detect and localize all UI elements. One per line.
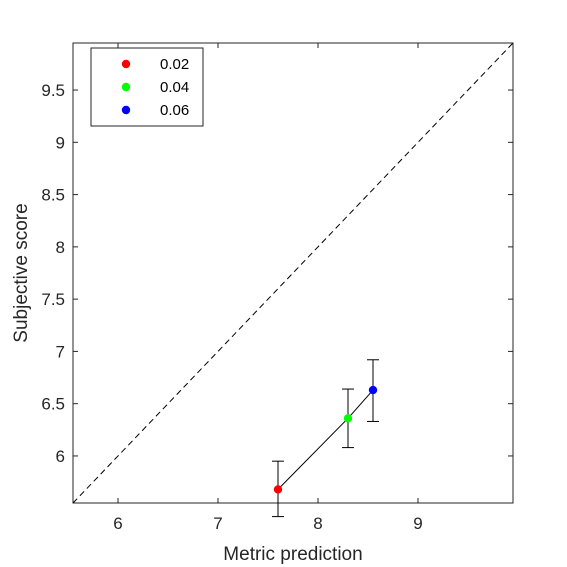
y-tick-label: 9.5: [41, 81, 65, 100]
legend-entry-label: 0.04: [160, 79, 189, 96]
y-tick-label: 8.5: [41, 186, 65, 205]
y-axis-label: Subjective score: [11, 203, 32, 342]
legend-box: [90, 47, 204, 127]
data-marks: [272, 359, 379, 518]
legend: 0.02 0.04 0.06: [90, 47, 204, 127]
legend-marker: [121, 105, 131, 115]
legend-entry-label: 0.06: [160, 102, 189, 119]
axis-ticks: 6 7 8 9 6 6.5 7 7.5 8 8.5 9 9.5: [41, 43, 513, 533]
y-tick-label: 9: [56, 133, 65, 152]
y-tick-label: 7: [56, 342, 65, 361]
y-tick-label: 6: [56, 447, 65, 466]
y-tick-label: 8: [56, 238, 65, 257]
x-tick-label: 9: [413, 514, 422, 533]
legend-marker: [121, 82, 131, 92]
identity-diagonal-line: [72, 42, 514, 504]
y-tick-label: 7.5: [41, 290, 65, 309]
data-point: [368, 385, 378, 395]
x-tick-label: 8: [313, 514, 322, 533]
x-axis-label: Metric prediction: [223, 544, 362, 565]
x-tick-label: 7: [213, 514, 222, 533]
x-tick-label: 6: [113, 514, 122, 533]
legend-entry-label: 0.02: [160, 56, 189, 73]
y-tick-label: 6.5: [41, 395, 65, 414]
legend-marker: [121, 59, 131, 69]
data-point: [343, 414, 353, 423]
data-point: [273, 485, 283, 494]
